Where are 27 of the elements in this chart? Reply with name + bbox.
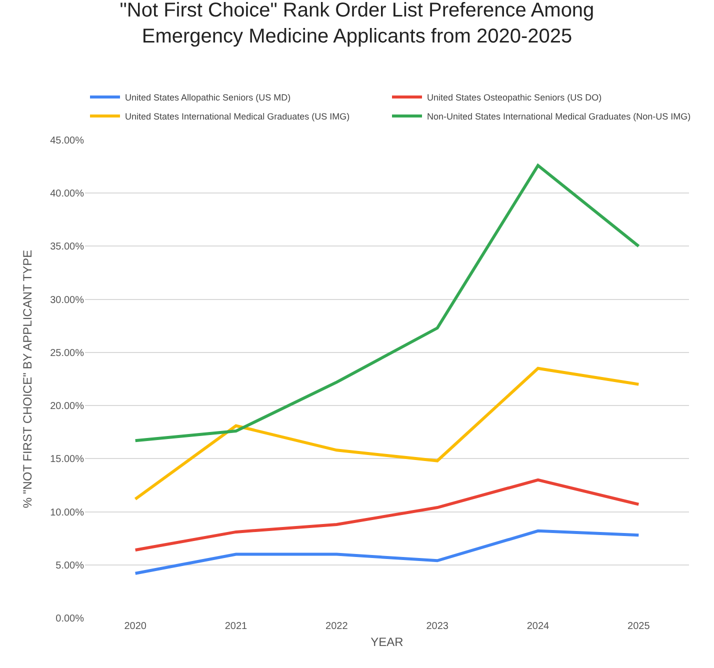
line-series: [134, 478, 640, 552]
y-tick-label: 0.00%: [56, 614, 84, 624]
y-tick-label: 45.00%: [50, 136, 84, 146]
legend-label: Non-United States International Medical Graduates (Non-US IMG): [427, 111, 691, 122]
line-series: [134, 366, 640, 501]
y-tick-label: 5.00%: [56, 560, 84, 572]
legend-label: United States Osteopathic Seniors (US DO): [427, 92, 602, 102]
x-tick-label: 2021: [224, 621, 248, 632]
y-tick-label: 40.00%: [50, 188, 84, 200]
legend-label: United States Allopathic Seniors (US MD): [125, 92, 291, 102]
line-series: [134, 164, 640, 442]
x-tick-label: 2023: [426, 621, 449, 632]
line-series: [134, 529, 640, 575]
y-tick-label: 35.00%: [50, 242, 84, 253]
y-tick-label: 15.00%: [50, 454, 84, 466]
x-tick-label: 2022: [326, 621, 348, 632]
x-axis-title: YEAR: [370, 634, 404, 649]
x-tick-label: 2024: [526, 621, 550, 632]
legend-label: United States International Medical Graduates (US IMG): [125, 111, 350, 122]
y-tick-label: 10.00%: [50, 507, 84, 518]
y-tick-label: 30.00%: [50, 294, 84, 306]
y-axis-title: % "NOT FIRST CHOICE" BY APPLICANT TYPE: [20, 250, 34, 508]
y-tick-label: 25.00%: [50, 348, 84, 359]
x-tick-label: 2025: [628, 621, 650, 632]
chart-title: "Not First Choice" Rank Order List Preference Among Emergency Medicine Applicants from 2020-2025: [120, 0, 594, 48]
x-tick-label: 2020: [124, 621, 147, 632]
y-tick-label: 20.00%: [50, 401, 84, 412]
